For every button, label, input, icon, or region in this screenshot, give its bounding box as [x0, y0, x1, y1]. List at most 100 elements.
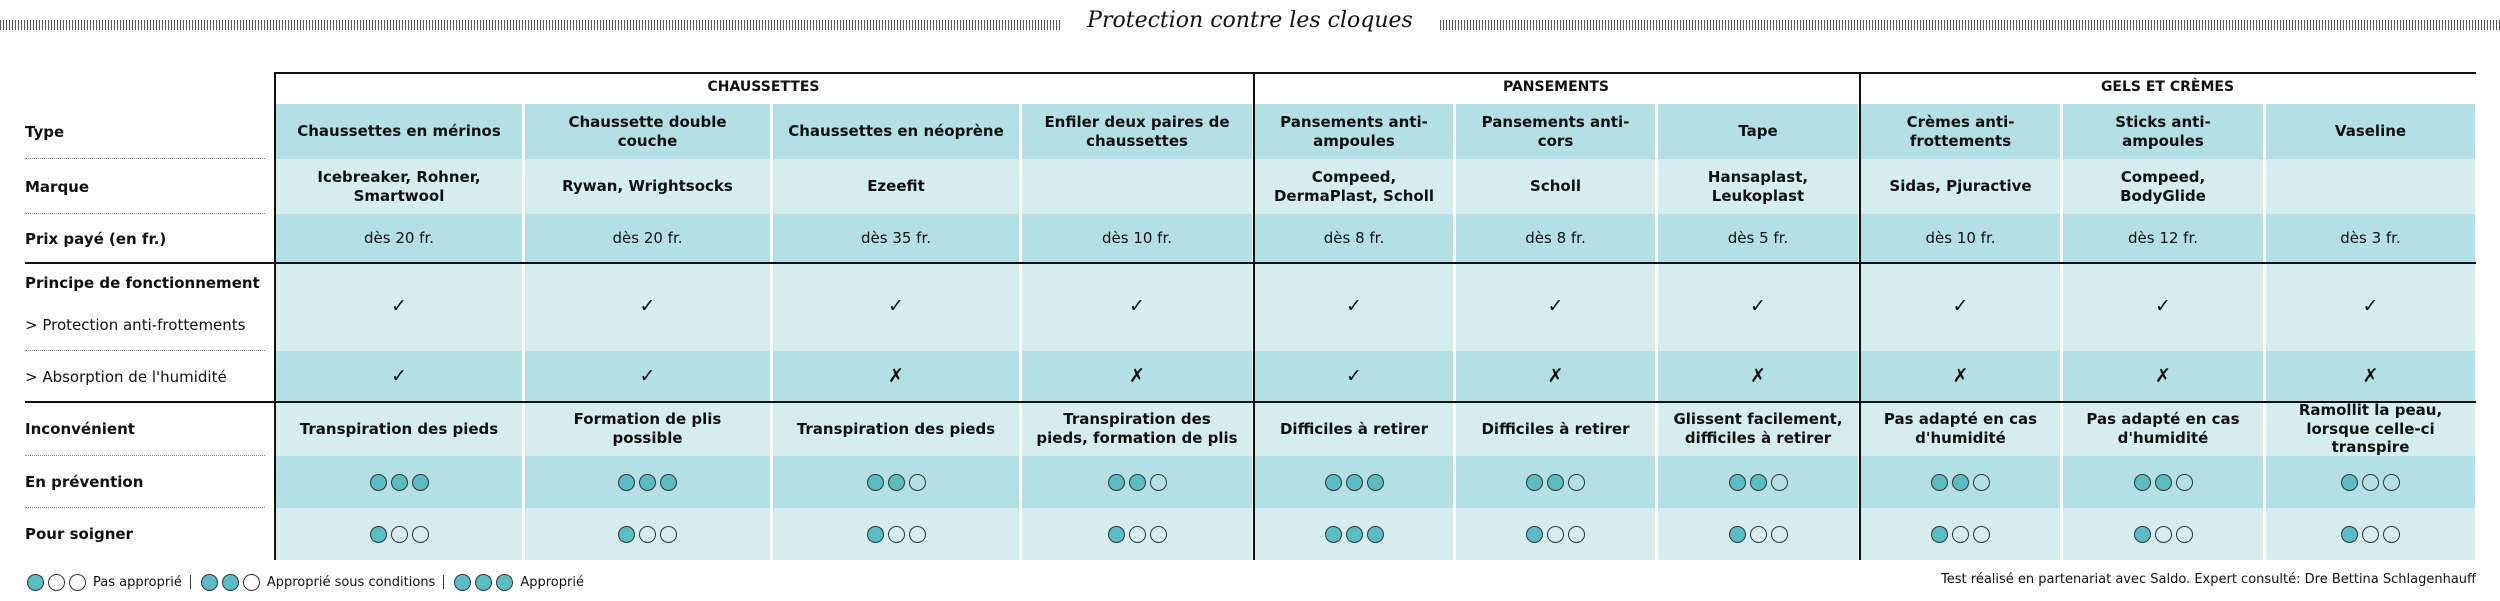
- rating-dot: [866, 473, 884, 491]
- group-header: GELS ET CRÈMES: [2100, 79, 2235, 96]
- rating: [199, 573, 262, 591]
- table-cell: [1022, 508, 1252, 560]
- row-label: Marque: [25, 177, 90, 196]
- rating-dot: [908, 525, 926, 543]
- rating: [2132, 473, 2195, 492]
- table-cell: Transpiration des pieds: [773, 402, 1019, 456]
- rating-dot: [660, 525, 677, 543]
- rating-dot: [2341, 525, 2358, 543]
- rating-dot: [2362, 473, 2379, 491]
- rating-dot: [1728, 473, 1746, 491]
- rating-dot: [887, 525, 905, 543]
- table-cell: ✓: [525, 351, 770, 402]
- rating-dot: [618, 525, 635, 543]
- table-cell: [1861, 508, 2060, 560]
- table-cell: [1022, 456, 1252, 508]
- rating: [1323, 473, 1386, 492]
- rating-dot: [2154, 473, 2172, 491]
- table-cell: Crèmes anti-frottements: [1861, 104, 2060, 159]
- rating-dot: [1107, 525, 1125, 543]
- rating: [2132, 525, 2195, 544]
- table-cell: Compeed, BodyGlide: [2063, 159, 2263, 214]
- table-cell: dès 8 fr.: [1255, 214, 1453, 263]
- rating-dot: [639, 473, 656, 491]
- rating-dot: [2133, 525, 2151, 543]
- rating-dot: [1149, 473, 1167, 491]
- rating-dot: [1128, 473, 1146, 491]
- rating-dot: [1107, 473, 1125, 491]
- rating: [2339, 473, 2402, 492]
- table-cell: ✗: [1861, 351, 2060, 402]
- table-cell: ✓: [1255, 351, 1453, 402]
- table-cell: [2266, 159, 2475, 214]
- rating-dot: [2133, 473, 2151, 491]
- legend-item: Approprié sous conditions: [199, 573, 435, 591]
- legend-separator: [443, 575, 445, 589]
- table-cell: Difficiles à retirer: [1456, 402, 1655, 456]
- rating-dot: [1931, 473, 1948, 491]
- table-cell: dès 35 fr.: [773, 214, 1019, 263]
- rating-dot: [639, 525, 656, 543]
- table-cell: [1255, 456, 1453, 508]
- table-cell: Rywan, Wrightsocks: [525, 159, 770, 214]
- rating-dot: [1749, 473, 1767, 491]
- rating-dot: [2362, 525, 2379, 543]
- rating-dot: [1973, 525, 1990, 543]
- rating-dot: [200, 573, 218, 591]
- rating: [1323, 525, 1386, 544]
- table-cell: ✗: [1658, 351, 1858, 402]
- row-label: En prévention: [25, 473, 144, 491]
- table-cell: Chaussette double couche: [525, 104, 770, 159]
- table-cell: dès 3 fr.: [2266, 214, 2475, 263]
- rating: [368, 473, 431, 492]
- table-cell: [773, 508, 1019, 560]
- rating-dot: [1770, 473, 1788, 491]
- table-cell: [773, 456, 1019, 508]
- rating-dot: [2175, 525, 2193, 543]
- rating: [2339, 525, 2402, 544]
- section-rule: [25, 262, 2476, 264]
- rating: [1106, 525, 1169, 544]
- rating: [865, 525, 928, 544]
- table-cell: ✓: [1456, 263, 1655, 351]
- table-cell: [1658, 456, 1858, 508]
- rating: [368, 525, 431, 544]
- table-cell: ✓: [525, 263, 770, 351]
- table-cell: Ramollit la peau, lorsque celle-ci trans…: [2266, 401, 2475, 456]
- legend-label: Approprié: [520, 574, 584, 590]
- table-cell: dès 12 fr.: [2063, 214, 2263, 263]
- group-header: CHAUSSETTES: [707, 79, 820, 96]
- table-cell: ✓: [1255, 263, 1453, 351]
- rating-dot: [1568, 525, 1585, 543]
- row-label: > Absorption de l'humidité: [25, 367, 227, 386]
- table-cell: ✗: [1022, 351, 1252, 402]
- table-cell: ✓: [2063, 263, 2263, 351]
- rating-dot: [390, 473, 408, 491]
- rating: [1106, 473, 1169, 492]
- table-cell: Chaussettes en néoprène: [773, 104, 1019, 159]
- footer: Test réalisé en partenariat avec Saldo. …: [1941, 572, 2476, 587]
- rating-dot: [454, 573, 472, 591]
- group-divider: [1859, 72, 1861, 560]
- table-cell: Transpiration des pieds, formation de pl…: [1022, 402, 1252, 456]
- rating-dot: [242, 573, 260, 591]
- rating-dot: [1728, 525, 1746, 543]
- rating: [1524, 525, 1587, 544]
- rating-dot: [1149, 525, 1167, 543]
- rating-dot: [1749, 525, 1767, 543]
- rating: [25, 573, 88, 591]
- table-cell: [2266, 508, 2475, 560]
- rating-dot: [1770, 525, 1788, 543]
- rating-dot: [2341, 473, 2358, 491]
- rating-dot: [27, 573, 44, 591]
- table-cell: [525, 456, 770, 508]
- group-divider: [1253, 72, 1255, 560]
- rating-dot: [1324, 525, 1342, 543]
- rating-dot: [618, 473, 635, 491]
- rating-dot: [369, 473, 387, 491]
- table-cell: ✓: [1658, 263, 1858, 351]
- rating-dot: [1973, 473, 1990, 491]
- rating-dot: [1128, 525, 1146, 543]
- rating-dot: [908, 473, 926, 491]
- rating: [1727, 473, 1790, 492]
